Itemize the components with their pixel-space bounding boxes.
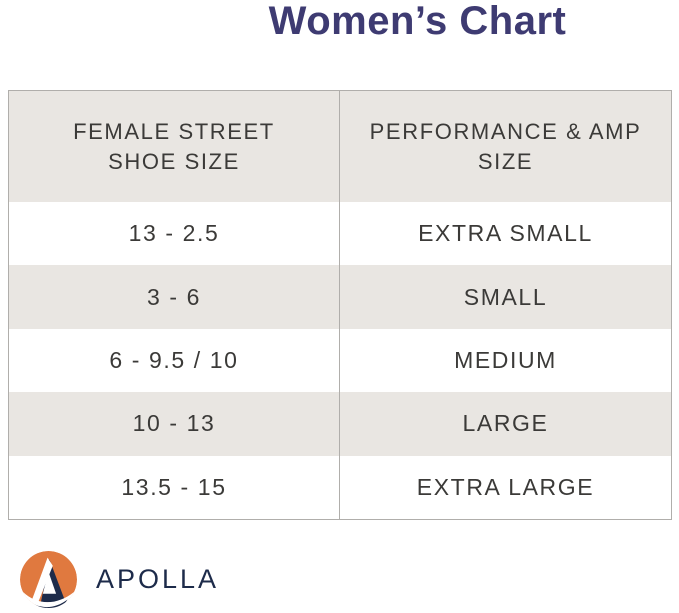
cell-amp-size: EXTRA LARGE	[340, 455, 671, 519]
cell-shoe-size: 3 - 6	[9, 265, 340, 329]
brand-footer: APOLLA	[20, 551, 219, 608]
womens-size-table: FEMALE STREET SHOE SIZE PERFORMANCE & AMP…	[8, 90, 672, 520]
apolla-logo-icon	[20, 551, 77, 608]
cell-amp-size: SMALL	[340, 265, 671, 329]
page-title: Women’s Chart	[268, 0, 567, 43]
cell-amp-size: LARGE	[340, 392, 671, 456]
header-amp-size: PERFORMANCE & AMP SIZE	[340, 91, 671, 202]
cell-amp-size: EXTRA SMALL	[340, 202, 671, 266]
cell-shoe-size: 6 - 9.5 / 10	[9, 328, 340, 393]
cell-shoe-size: 13 - 2.5	[9, 202, 340, 266]
cell-shoe-size: 13.5 - 15	[9, 455, 340, 519]
brand-name: APOLLA	[96, 564, 220, 594]
cell-amp-size: MEDIUM	[340, 328, 671, 393]
header-shoe-size: FEMALE STREET SHOE SIZE	[9, 91, 340, 202]
cell-shoe-size: 10 - 13	[9, 392, 340, 456]
